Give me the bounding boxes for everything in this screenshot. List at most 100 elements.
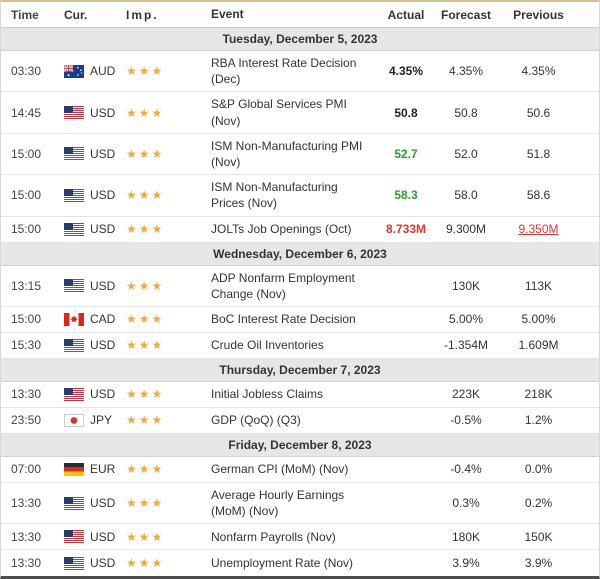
ca-flag	[64, 312, 84, 326]
star-icon: ★	[126, 105, 139, 120]
event-name[interactable]: RBA Interest Rate Decision (Dec)	[211, 56, 357, 87]
previous-value: 50.6	[526, 105, 551, 120]
star-icon: ★	[138, 312, 152, 327]
actual-value: 52.7	[394, 146, 418, 161]
event-name[interactable]: Nonfarm Payrolls (Nov)	[211, 529, 336, 544]
de-flag	[64, 462, 84, 476]
star-icon: ★	[138, 556, 152, 571]
actual-value	[376, 499, 436, 507]
star-icon: ★	[151, 462, 165, 477]
star-icon: ★	[138, 462, 152, 477]
currency-cell: USD	[56, 552, 118, 574]
calendar-row[interactable]: 13:30 USD ★★★ Nonfarm Payrolls (Nov) 180K 150…	[1, 524, 599, 551]
event-name[interactable]: BoC Interest Rate Decision	[211, 312, 356, 327]
currency-code: USD	[90, 387, 116, 402]
event-name[interactable]: German CPI (MoM) (Nov)	[211, 462, 349, 477]
actual-value: 58.3	[394, 188, 418, 203]
star-icon: ★	[138, 278, 152, 293]
calendar-row[interactable]: 03:30 AUD ★★★ RBA Interest Rate Decision (D…	[1, 51, 599, 93]
row-spacer	[581, 465, 600, 473]
importance-stars: ★★★	[118, 184, 203, 206]
star-icon: ★	[151, 312, 165, 327]
actual-value	[376, 282, 436, 290]
previous-value: 9.350M	[518, 222, 559, 236]
row-spacer	[581, 416, 600, 424]
previous-value: 218K	[524, 387, 553, 402]
calendar-row[interactable]: 13:30 USD ★★★ Average Hourly Earnings (MoM)…	[1, 483, 599, 525]
previous-value: 150K	[524, 529, 553, 544]
currency-code: USD	[90, 188, 116, 203]
currency-code: USD	[90, 338, 116, 353]
event-name[interactable]: ISM Non-Manufacturing Prices (Nov)	[211, 180, 338, 211]
importance-stars: ★★★	[118, 526, 203, 548]
event-name[interactable]: GDP (QoQ) (Q3)	[211, 413, 301, 428]
calendar-row[interactable]: 15:00 USD ★★★ JOLTs Job Openings (Oct) 8.733…	[1, 217, 599, 243]
previous-value: 4.35%	[521, 64, 556, 79]
time-cell: 15:00	[11, 188, 42, 203]
previous-value: 113K	[524, 278, 553, 293]
event-name[interactable]: Unemployment Rate (Nov)	[211, 556, 354, 571]
time-cell: 13:30	[11, 496, 42, 511]
star-icon: ★	[138, 188, 152, 203]
star-icon: ★	[138, 387, 152, 402]
time-cell: 15:30	[11, 338, 42, 353]
event-name[interactable]: JOLTs Job Openings (Oct)	[211, 221, 352, 236]
forecast-value: 9.300M	[445, 222, 487, 236]
event-name[interactable]: S&P Global Services PMI (Nov)	[211, 97, 347, 128]
currency-cell: CAD	[56, 308, 118, 330]
star-icon: ★	[151, 556, 165, 571]
star-icon: ★	[126, 413, 139, 428]
us-flag	[64, 338, 84, 352]
time-cell: 15:00	[11, 146, 42, 161]
event-name[interactable]: ISM Non-Manufacturing PMI (Nov)	[211, 138, 363, 169]
star-icon: ★	[151, 222, 165, 236]
calendar-row[interactable]: 07:00 EUR ★★★ German CPI (MoM) (Nov) -0.4% 0.…	[1, 457, 599, 483]
currency-cell: USD	[56, 526, 118, 548]
us-flag	[64, 556, 84, 570]
importance-stars: ★★★	[118, 458, 203, 480]
star-icon: ★	[126, 529, 139, 544]
calendar-row[interactable]: 23:50 JPY ★★★ GDP (QoQ) (Q3) -0.5% 1.2%	[1, 408, 599, 434]
currency-cell: AUD	[56, 60, 118, 82]
importance-stars: ★★★	[118, 275, 203, 297]
star-icon: ★	[151, 529, 165, 544]
calendar-row[interactable]: 15:00 CAD ★★★ BoC Interest Rate Decision 5.0…	[1, 307, 599, 333]
time-cell: 13:30	[11, 556, 42, 571]
event-name[interactable]: Average Hourly Earnings (MoM) (Nov)	[211, 487, 345, 519]
star-icon: ★	[126, 338, 139, 353]
actual-value	[376, 465, 436, 473]
us-flag	[64, 496, 84, 510]
calendar-row[interactable]: 15:30 USD ★★★ Crude Oil Inventories -1.354M 1…	[1, 333, 599, 359]
calendar-row[interactable]: 13:15 USD ★★★ ADP Nonfarm Employment Change…	[1, 266, 599, 307]
currency-code: AUD	[90, 64, 116, 79]
calendar-row[interactable]: 13:30 USD ★★★ Initial Jobless Claims 223K 218…	[1, 382, 599, 408]
forecast-value: 130K	[451, 278, 481, 293]
star-icon: ★	[151, 146, 165, 161]
currency-cell: USD	[56, 334, 118, 356]
time-cell: 13:15	[11, 278, 42, 293]
us-flag	[64, 279, 84, 293]
calendar-row[interactable]: 14:45 USD ★★★ S&P Global Services PMI (Nov)…	[1, 92, 600, 134]
actual-value	[376, 533, 436, 541]
currency-cell: USD	[56, 143, 118, 165]
table-header: Time Cur. Imp. Event Actual Forecast Pre…	[1, 2, 599, 28]
star-icon: ★	[138, 146, 152, 161]
event-name[interactable]: ADP Nonfarm Employment Change (Nov)	[211, 270, 355, 301]
date-separator: Thursday, December 7, 2023	[1, 358, 599, 382]
event-name[interactable]: Initial Jobless Claims	[211, 387, 324, 402]
us-flag	[64, 147, 84, 161]
column-header-previous: Previous	[513, 7, 564, 22]
currency-code: USD	[90, 496, 116, 511]
star-icon: ★	[138, 338, 152, 353]
time-cell: 07:00	[11, 462, 42, 477]
calendar-row[interactable]: 15:00 USD ★★★ ISM Non-Manufacturing Prices …	[1, 175, 599, 217]
calendar-row[interactable]: 13:30 USD ★★★ Unemployment Rate (Nov) 3.9% 3.…	[1, 550, 599, 576]
calendar-row[interactable]: 15:00 USD ★★★ ISM Non-Manufacturing PMI (No…	[1, 134, 599, 176]
star-icon: ★	[151, 338, 165, 353]
time-cell: 13:30	[11, 387, 42, 402]
importance-stars: ★★★	[118, 409, 203, 431]
row-spacer	[581, 109, 600, 117]
au-flag	[64, 64, 84, 78]
importance-stars: ★★★	[118, 102, 203, 124]
event-name[interactable]: Crude Oil Inventories	[211, 338, 324, 353]
